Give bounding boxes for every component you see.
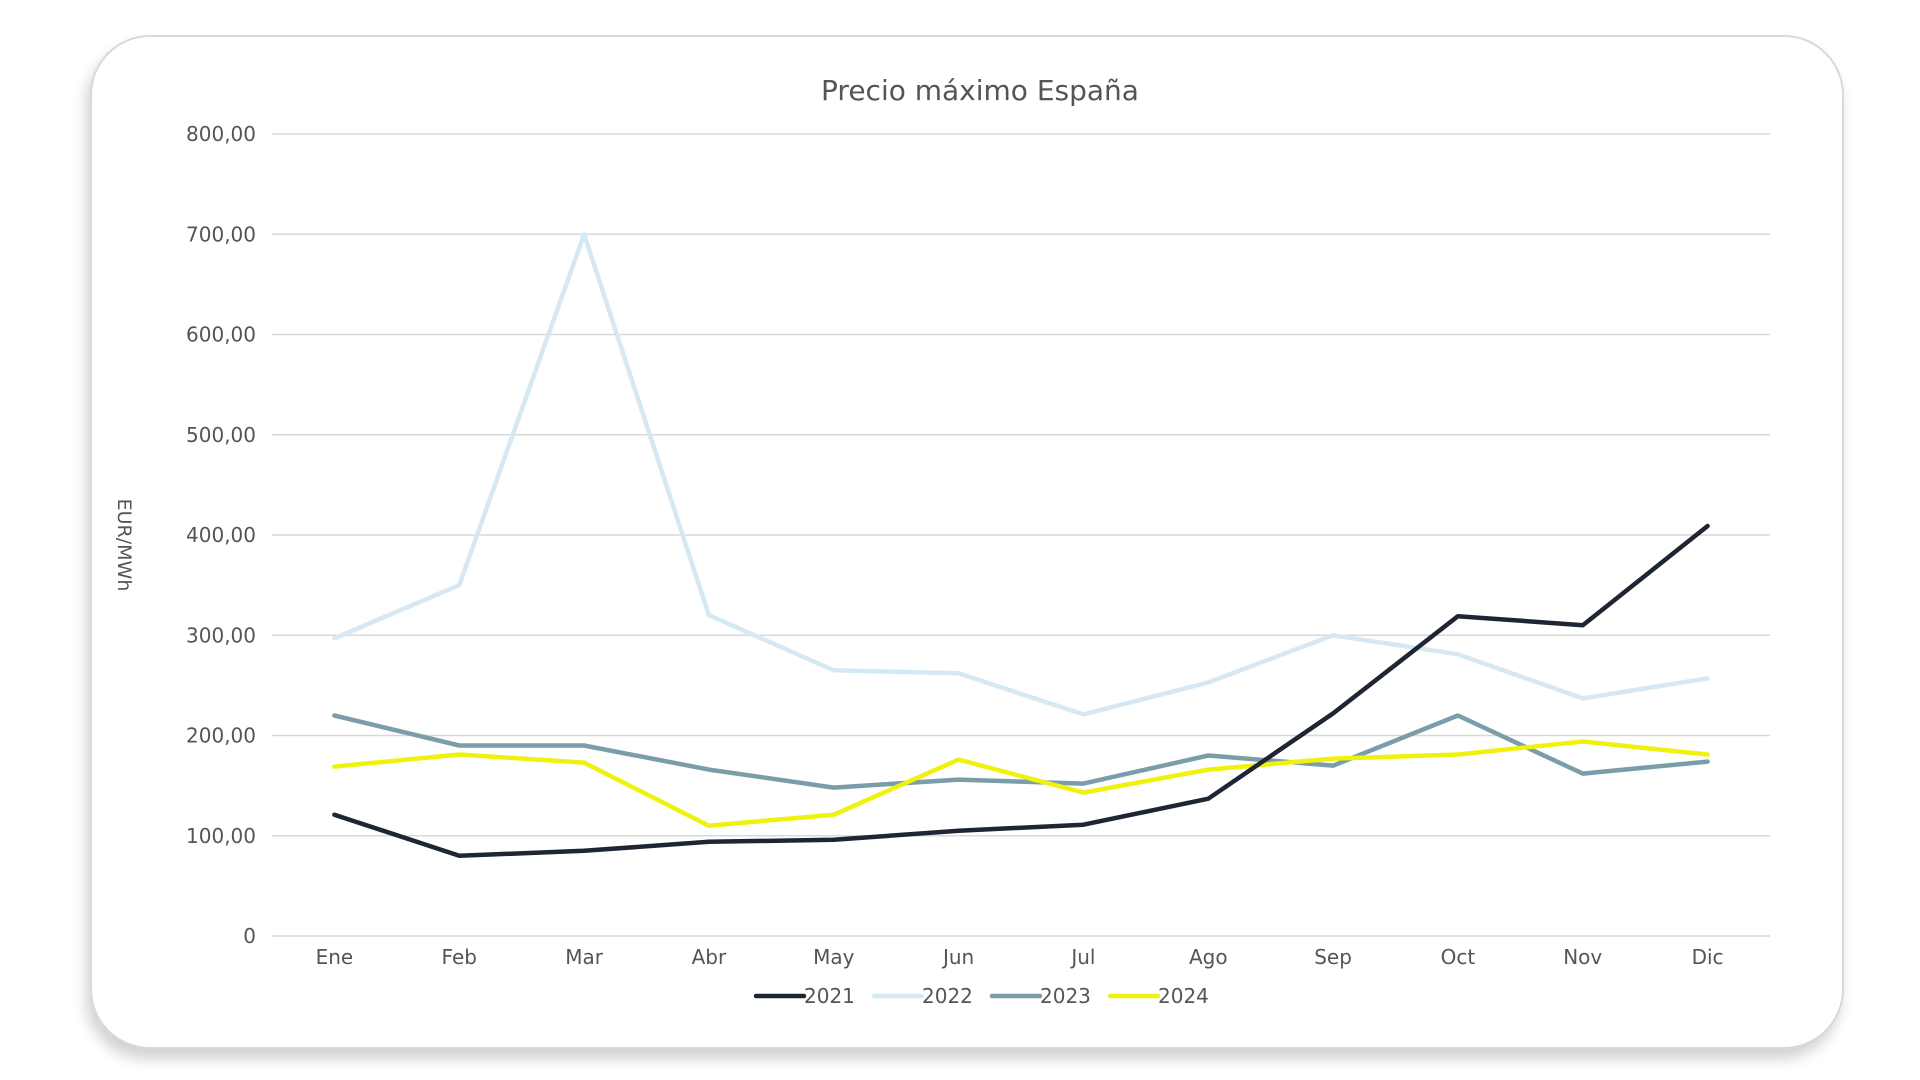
x-tick-label: Feb — [442, 945, 477, 969]
legend-item-2024[interactable]: 2024 — [1107, 984, 1209, 1008]
legend-item-2022[interactable]: 2022 — [871, 984, 973, 1008]
legend-label: 2024 — [1158, 984, 1209, 1008]
legend[interactable]: 2021 2022 2023 2024 — [753, 984, 1209, 1008]
y-tick-label: 400,00 — [186, 523, 256, 547]
legend-label: 2023 — [1040, 984, 1091, 1008]
y-tick-label: 0 — [243, 924, 256, 948]
x-tick-label: Ene — [316, 945, 354, 969]
y-tick-label: 800,00 — [186, 122, 256, 146]
y-tick-label: 600,00 — [186, 323, 256, 347]
legend-label: 2022 — [922, 984, 973, 1008]
chart-title: Precio máximo España — [821, 74, 1139, 107]
series-line-2022 — [332, 232, 1710, 717]
x-tick-label: Abr — [692, 945, 727, 969]
legend-label: 2021 — [804, 984, 855, 1008]
y-tick-label: 100,00 — [186, 824, 256, 848]
x-tick-label: Jun — [941, 945, 974, 969]
y-tick-label: 200,00 — [186, 724, 256, 748]
x-tick-label: Mar — [565, 945, 604, 969]
y-axis-ticks: 0 100,00 200,00 300,00 400,00 500,00 600,00 700… — [186, 122, 256, 948]
y-tick-label: 500,00 — [186, 423, 256, 447]
x-tick-label: Dic — [1692, 945, 1724, 969]
x-tick-label: Sep — [1314, 945, 1352, 969]
y-tick-label: 300,00 — [186, 623, 256, 647]
legend-item-2021[interactable]: 2021 — [753, 984, 855, 1008]
x-tick-label: Jul — [1069, 945, 1095, 969]
x-tick-label: Nov — [1563, 945, 1602, 969]
y-axis-label: EUR/MWh — [113, 499, 135, 592]
series-line-2024 — [332, 739, 1710, 828]
series-line-2021 — [332, 523, 1710, 859]
gridlines — [272, 133, 1770, 937]
y-tick-label: 700,00 — [186, 222, 256, 246]
x-tick-label: Ago — [1189, 945, 1228, 969]
legend-item-2023[interactable]: 2023 — [989, 984, 1091, 1008]
x-tick-label: Oct — [1441, 945, 1476, 969]
x-axis-ticks: Ene Feb Mar Abr May Jun Jul Ago Sep Oct Nov Dic — [316, 945, 1724, 969]
series-lines — [332, 232, 1710, 859]
x-tick-label: May — [813, 945, 855, 969]
chart-card — [90, 35, 1844, 1049]
series-line-2023 — [332, 713, 1710, 790]
